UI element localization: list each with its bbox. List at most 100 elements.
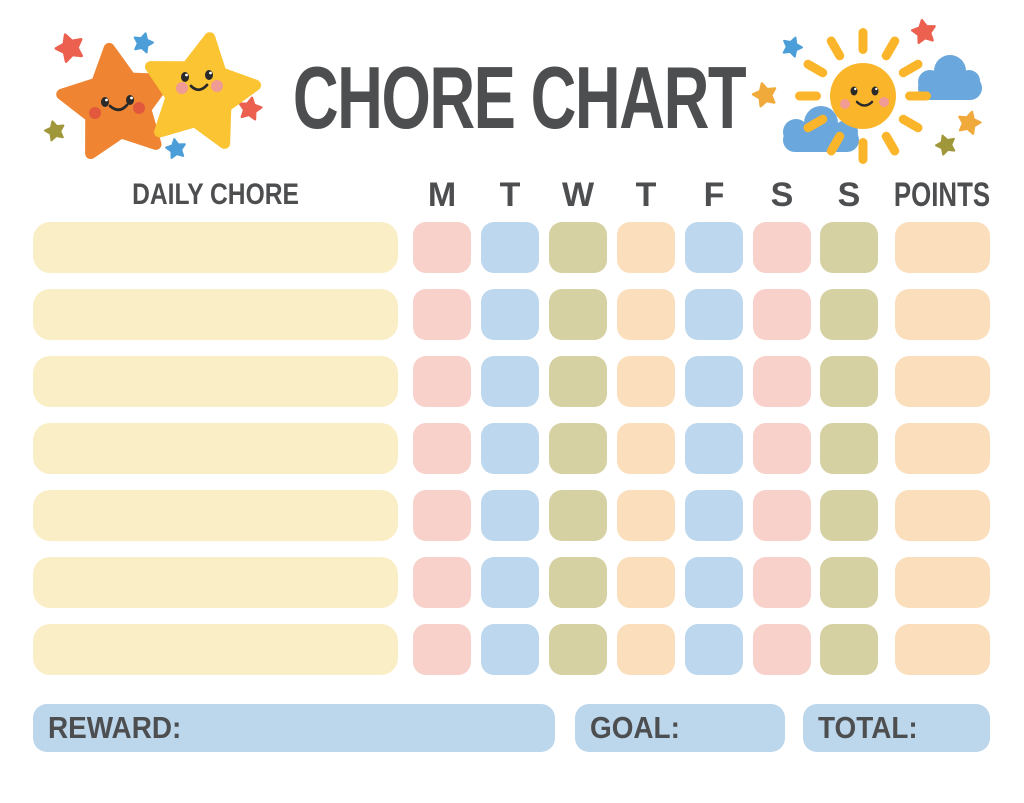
mini-star-icon [130,29,156,55]
total-field[interactable]: TOTAL: [803,704,990,752]
goal-field[interactable]: GOAL: [575,704,785,752]
chore-row-3 [33,356,990,407]
day-cell-fri-row3[interactable] [685,356,743,407]
day-cell-sun-row6[interactable] [820,557,878,608]
reward-label: REWARD: [48,710,182,745]
total-label: TOTAL: [818,710,918,745]
points-cell-row3[interactable] [895,356,990,407]
mini-star-icon [909,18,939,45]
orange-star-face [89,95,145,119]
day-cell-tue-row6[interactable] [481,557,539,608]
day-header-4: T [635,176,657,214]
day-cell-wed-row7[interactable] [549,624,607,675]
chore-row-7 [33,624,990,675]
points-cell-row4[interactable] [895,423,990,474]
chore-name-field-row4[interactable] [33,423,398,474]
day-cell-thu-row3[interactable] [617,356,675,407]
day-cell-tue-row2[interactable] [481,289,539,340]
day-cell-tue-row7[interactable] [481,624,539,675]
day-cell-tue-row4[interactable] [481,423,539,474]
sun-ray [881,36,900,61]
day-cell-wed-row6[interactable] [549,557,607,608]
day-cell-fri-row1[interactable] [685,222,743,273]
chore-grid [33,222,990,682]
cloud-icon [918,55,982,100]
day-cell-sun-row5[interactable] [820,490,878,541]
day-cell-thu-row1[interactable] [617,222,675,273]
day-header-1: M [427,176,457,214]
day-cell-mon-row6[interactable] [413,557,471,608]
day-cell-wed-row4[interactable] [549,423,607,474]
points-cell-row1[interactable] [895,222,990,273]
sun-ray [898,59,923,78]
sun-ray [905,91,931,101]
points-cell-row7[interactable] [895,624,990,675]
day-cell-sun-row7[interactable] [820,624,878,675]
day-cell-mon-row4[interactable] [413,423,471,474]
chore-name-field-row2[interactable] [33,289,398,340]
chore-row-5 [33,490,990,541]
day-cell-sat-row2[interactable] [753,289,811,340]
day-cell-wed-row2[interactable] [549,289,607,340]
sun-ray [795,91,821,101]
day-cell-mon-row3[interactable] [413,356,471,407]
day-cell-sat-row7[interactable] [753,624,811,675]
day-cell-sat-row6[interactable] [753,557,811,608]
day-cell-wed-row1[interactable] [549,222,607,273]
day-cell-sun-row1[interactable] [820,222,878,273]
day-cell-wed-row5[interactable] [549,490,607,541]
day-cell-tue-row3[interactable] [481,356,539,407]
reward-field[interactable]: REWARD: [33,704,555,752]
day-cell-fri-row4[interactable] [685,423,743,474]
sun-ray [881,131,900,156]
day-header-3: W [561,176,595,214]
mini-star-icon [51,28,88,65]
day-cell-wed-row3[interactable] [549,356,607,407]
day-cell-fri-row6[interactable] [685,557,743,608]
day-cell-thu-row2[interactable] [617,289,675,340]
day-cell-sat-row5[interactable] [753,490,811,541]
sun-ray [858,28,868,54]
day-cell-fri-row2[interactable] [685,289,743,340]
day-cell-thu-row5[interactable] [617,490,675,541]
day-cell-thu-row7[interactable] [617,624,675,675]
day-cell-sun-row2[interactable] [820,289,878,340]
mini-star-icon [932,131,959,157]
day-cell-sat-row1[interactable] [753,222,811,273]
day-header-7: S [837,176,861,214]
points-cell-row2[interactable] [895,289,990,340]
chore-name-field-row3[interactable] [33,356,398,407]
day-cell-mon-row1[interactable] [413,222,471,273]
chore-row-1 [33,222,990,273]
stars-decoration [42,20,275,170]
day-header-5: F [703,176,725,214]
chore-name-field-row1[interactable] [33,222,398,273]
day-cell-fri-row7[interactable] [685,624,743,675]
day-cell-tue-row1[interactable] [481,222,539,273]
day-header-2: T [499,176,521,214]
sun-icon [830,63,896,129]
points-cell-row6[interactable] [895,557,990,608]
day-cell-sun-row3[interactable] [820,356,878,407]
day-cell-mon-row2[interactable] [413,289,471,340]
day-cell-thu-row6[interactable] [617,557,675,608]
day-cell-tue-row5[interactable] [481,490,539,541]
sun-ray [858,138,868,164]
day-cell-sun-row4[interactable] [820,423,878,474]
day-header-6: S [770,176,794,214]
chore-name-field-row5[interactable] [33,490,398,541]
sun-ray [898,114,923,133]
mini-star-icon [954,107,984,136]
points-cell-row5[interactable] [895,490,990,541]
points-column-header: POINTS [893,176,991,214]
day-cell-mon-row5[interactable] [413,490,471,541]
day-cell-thu-row4[interactable] [617,423,675,474]
chore-name-field-row6[interactable] [33,557,398,608]
day-cell-sat-row4[interactable] [753,423,811,474]
chore-name-field-row7[interactable] [33,624,398,675]
day-cell-fri-row5[interactable] [685,490,743,541]
chore-row-6 [33,557,990,608]
day-cell-sat-row3[interactable] [753,356,811,407]
day-cell-mon-row7[interactable] [413,624,471,675]
mini-star-icon [749,79,780,109]
